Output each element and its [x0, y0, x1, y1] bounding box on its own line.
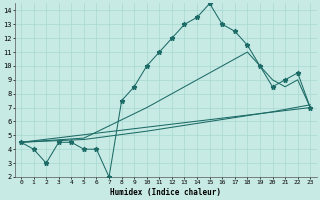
X-axis label: Humidex (Indice chaleur): Humidex (Indice chaleur) [110, 188, 221, 197]
